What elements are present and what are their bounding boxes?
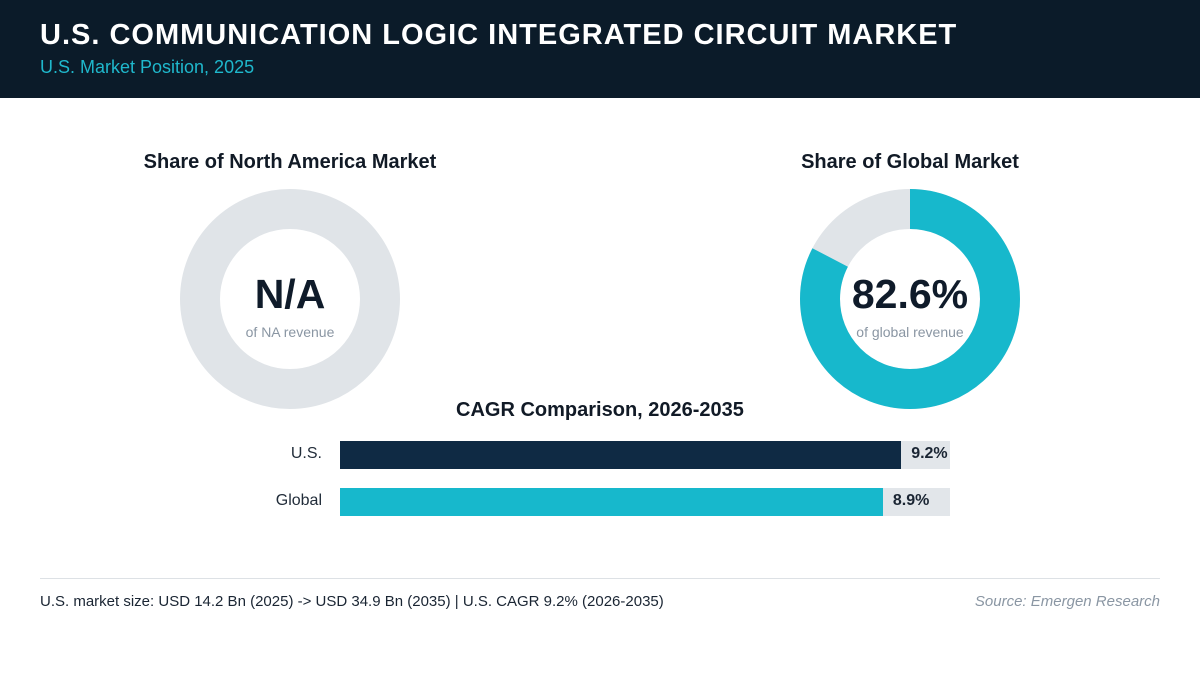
na-share-donut-svg <box>180 189 400 409</box>
global-donut-center: 82.6% of global revenue <box>799 188 1021 410</box>
na-share-value: N/A <box>254 271 326 317</box>
footer-market-note: U.S. market size: USD 14.2 Bn (2025) -> … <box>40 593 664 610</box>
global-share-title: Share of Global Market <box>801 151 1019 173</box>
na-share-title: Share of North America Market <box>143 151 437 173</box>
global-share-arc <box>800 189 1020 409</box>
na-share-caption: of NA revenue <box>245 324 335 340</box>
cagr-bar-label-us: U.S. <box>290 445 322 462</box>
cagr-bar-label-global: Global <box>275 492 322 509</box>
global-share-value: 82.6% <box>851 271 969 317</box>
cagr-bar-track-us: 9.2% <box>340 441 950 469</box>
header-bar: U.S. COMMUNICATION LOGIC INTEGRATED CIRC… <box>0 0 1200 98</box>
cagr-chart-title: CAGR Comparison, 2026-2035 <box>456 399 744 421</box>
footer-source: Source: Emergen Research <box>974 593 1160 610</box>
na-donut-center: N/A of NA revenue <box>179 188 401 410</box>
cagr-bar-track-global: 8.9% <box>340 488 950 516</box>
na-donut-track <box>180 189 400 409</box>
cagr-bar-row-global: Global 8.9% <box>0 488 1200 516</box>
global-share-caption: of global revenue <box>856 324 964 340</box>
cagr-value-label-us: 9.2% <box>911 445 948 462</box>
cagr-bar-global <box>340 488 883 516</box>
cagr-value-label-global: 8.9% <box>892 492 930 509</box>
global-share-donut: 82.6% of global revenue <box>799 188 1021 410</box>
cagr-bar-us <box>340 441 902 469</box>
cagr-bar-row-us: U.S. 9.2% <box>0 441 1200 469</box>
na-share-donut: N/A of NA revenue <box>179 188 401 410</box>
footer-divider <box>40 578 1160 579</box>
page-subtitle: U.S. Market Position, 2025 <box>40 57 255 77</box>
global-share-donut-svg <box>800 189 1020 409</box>
page-title: U.S. COMMUNICATION LOGIC INTEGRATED CIRC… <box>40 19 958 51</box>
